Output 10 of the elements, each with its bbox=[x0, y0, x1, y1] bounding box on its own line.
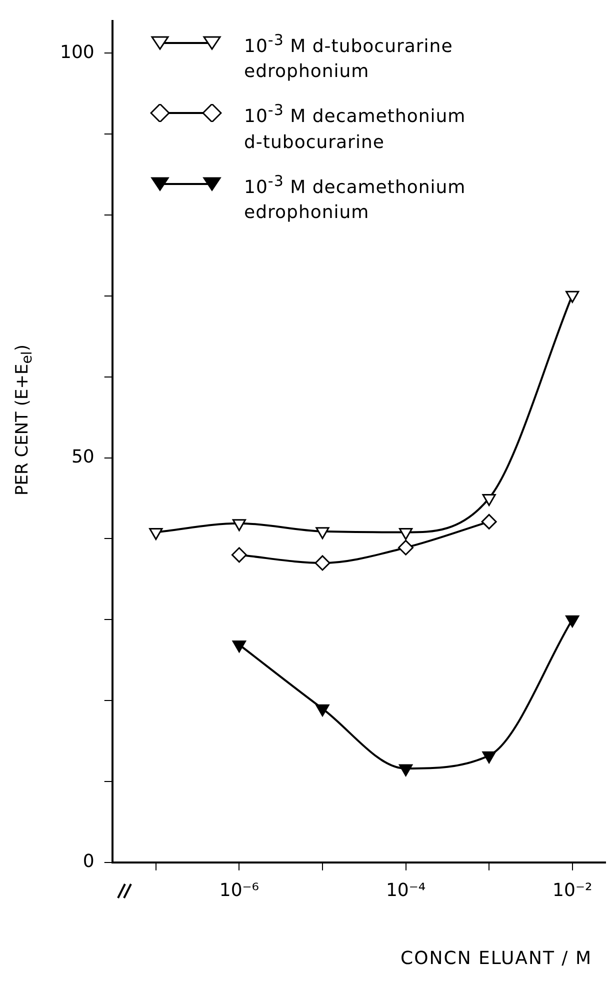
y-tick-label: 100 bbox=[60, 42, 94, 63]
x-tick-label: 10⁻⁴ bbox=[386, 880, 426, 901]
y-tick-label: 0 bbox=[82, 851, 94, 872]
x-axis-title: CONCN ELUANT / M bbox=[400, 948, 592, 969]
x-tick-label: 10⁻² bbox=[552, 880, 592, 901]
legend-label: 10$^{-3}$ M d-tubocurarine edrophonium bbox=[244, 30, 453, 84]
legend-label: 10$^{-3}$ M decamethonium edrophonium bbox=[244, 170, 466, 225]
legend-label: 10$^{-3}$ M decamethonium d-tubocurarine bbox=[244, 100, 466, 155]
y-tick-label: 50 bbox=[71, 446, 94, 468]
x-tick-label: 10⁻⁶ bbox=[219, 880, 260, 901]
